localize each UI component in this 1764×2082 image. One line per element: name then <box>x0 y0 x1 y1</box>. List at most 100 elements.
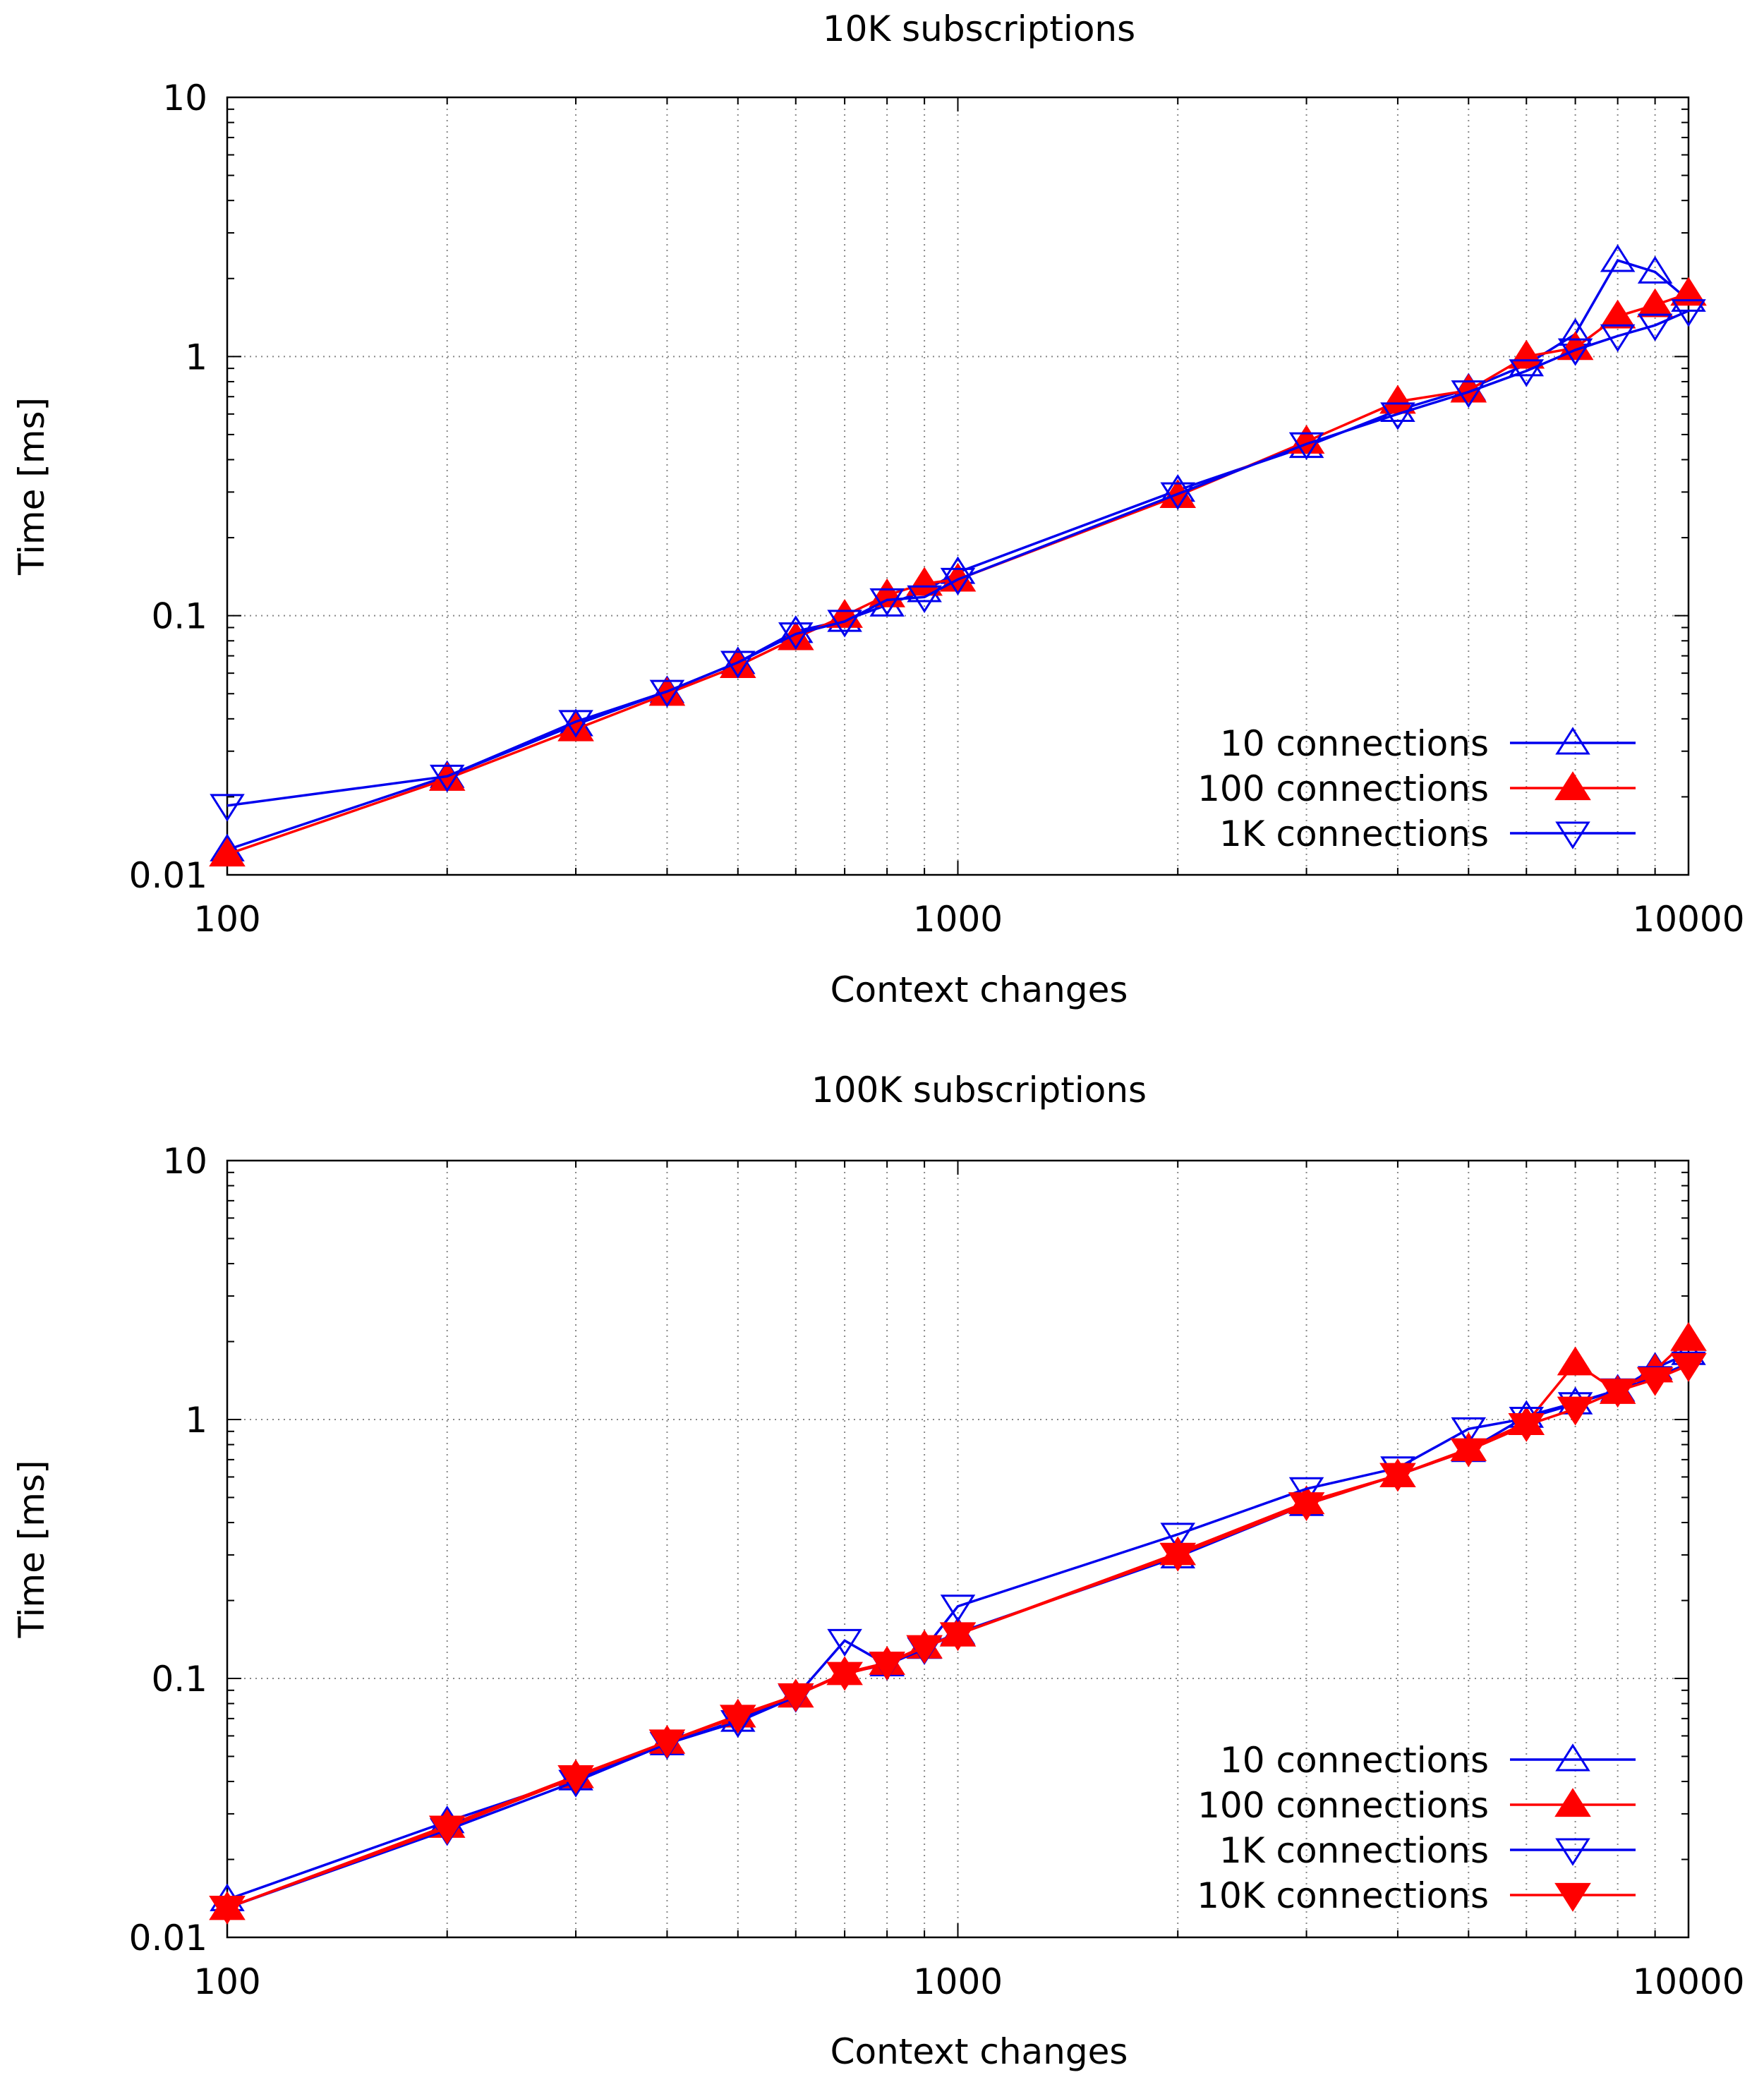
plot-frame <box>226 96 1690 876</box>
y-tick-label: 1 <box>185 337 207 377</box>
data-point <box>939 1622 977 1652</box>
data-point <box>1671 299 1706 327</box>
series-10k-connections <box>209 1352 1707 1925</box>
data-point <box>1636 1367 1674 1396</box>
legend-marker <box>1554 1788 1591 1817</box>
legend-marker <box>1555 727 1590 755</box>
legend-label: 10 connections <box>1220 1740 1489 1781</box>
x-axis-label: Context changes <box>830 2031 1128 2072</box>
data-point <box>1288 1477 1324 1505</box>
data-point <box>1557 1346 1594 1376</box>
data-point <box>428 1815 466 1845</box>
x-axis-label: Context changes <box>830 969 1128 1010</box>
data-point <box>906 567 943 596</box>
legend-marker <box>1555 821 1590 849</box>
data-point <box>827 610 862 638</box>
data-point <box>1160 482 1195 510</box>
x-tick-label: 10000 <box>1632 1961 1744 2002</box>
legend-label: 100 connections <box>1197 1785 1489 1826</box>
tick-marks <box>226 97 1689 876</box>
data-point <box>1288 432 1324 460</box>
data-point <box>720 650 756 679</box>
data-point <box>906 1635 943 1664</box>
legend-label: 10K connections <box>1197 1875 1489 1916</box>
chart-title: 100K subscriptions <box>811 1070 1147 1110</box>
data-point <box>648 1729 686 1759</box>
y-tick-label: 10 <box>162 1141 207 1182</box>
y-tick-label: 1 <box>185 1400 207 1441</box>
data-point <box>1450 1438 1487 1467</box>
data-point <box>1670 277 1707 306</box>
data-point <box>869 578 905 607</box>
data-point <box>827 1628 862 1657</box>
legend-label: 10 connections <box>1220 723 1489 764</box>
data-point <box>1670 1352 1707 1382</box>
data-point <box>1557 1396 1594 1426</box>
data-point <box>209 1896 246 1925</box>
data-point <box>1599 299 1636 329</box>
tick-marks <box>226 1160 1689 1938</box>
grid <box>227 97 1689 875</box>
data-point <box>557 1765 594 1794</box>
legend-marker <box>1555 1838 1590 1866</box>
data-point <box>940 567 976 596</box>
data-point <box>777 1683 814 1712</box>
data-point <box>1637 255 1673 284</box>
data-point <box>429 764 465 793</box>
y-tick-label: 0.1 <box>151 1659 207 1700</box>
y-tick-label: 0.01 <box>129 1918 207 1959</box>
legend-marker <box>1554 771 1591 801</box>
data-point <box>1508 1413 1545 1442</box>
series-1k-connections <box>210 299 1706 822</box>
data-point <box>1670 1321 1707 1351</box>
y-axis-label: Time [ms] <box>11 1460 52 1638</box>
data-point <box>869 1651 905 1681</box>
data-point <box>1509 359 1545 387</box>
data-point <box>1379 1463 1416 1492</box>
series-line <box>226 310 1689 807</box>
x-tick-label: 1000 <box>913 899 1003 940</box>
data-point <box>209 837 246 867</box>
x-tick-label: 100 <box>193 1961 260 2002</box>
data-point <box>940 1594 976 1623</box>
y-tick-label: 0.01 <box>129 855 207 896</box>
data-point <box>649 679 685 708</box>
plot-frame <box>226 1159 1690 1939</box>
data-point <box>558 710 593 738</box>
data-point <box>778 622 814 650</box>
data-point <box>1288 1492 1325 1522</box>
chart-title: 10K subscriptions <box>823 8 1135 49</box>
x-tick-label: 10000 <box>1632 899 1744 940</box>
data-point <box>1159 1542 1197 1572</box>
data-point <box>1599 1379 1636 1408</box>
data-point <box>1557 338 1593 366</box>
grid <box>227 1161 1689 1937</box>
data-point <box>1379 385 1416 414</box>
data-point <box>1637 313 1673 341</box>
data-point <box>1600 244 1636 272</box>
y-tick-label: 0.1 <box>151 596 207 637</box>
chart-2: 100 1000 10000 0.01 0.1 1 10 100K subscriptions… <box>11 1070 1745 2072</box>
data-point <box>1160 1523 1195 1551</box>
data-point <box>1451 380 1487 408</box>
data-point <box>1451 1417 1487 1446</box>
data-point <box>1636 288 1674 317</box>
data-point <box>1600 324 1636 353</box>
data-point <box>210 794 245 822</box>
legend-label: 100 connections <box>1197 768 1489 809</box>
y-axis-label: Time [ms] <box>11 397 52 576</box>
x-tick-label: 100 <box>193 899 260 940</box>
data-point <box>719 1705 756 1734</box>
legend-label: 1K connections <box>1219 813 1489 854</box>
data-point <box>869 588 905 617</box>
data-point <box>826 1662 863 1691</box>
data-point <box>557 712 594 742</box>
legend-marker <box>1555 1743 1590 1772</box>
legend-label: 1K connections <box>1219 1830 1489 1871</box>
chart-1: 100 1000 10000 0.01 0.1 1 10 10K subscriptions C… <box>11 8 1745 1010</box>
legend-marker <box>1554 1882 1591 1912</box>
x-tick-label: 1000 <box>913 1961 1003 2002</box>
